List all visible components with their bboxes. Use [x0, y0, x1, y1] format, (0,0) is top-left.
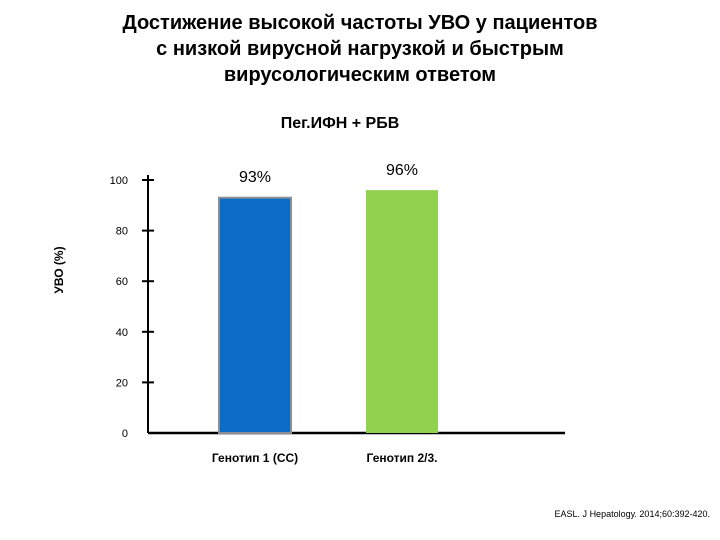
bar-2 [366, 190, 438, 433]
y-tick-label-0: 0 [122, 428, 128, 440]
y-tick-label-20: 20 [116, 377, 128, 389]
y-tick-label-40: 40 [116, 327, 128, 339]
chart-bars [218, 190, 438, 434]
y-tick-label-80: 80 [116, 226, 128, 238]
y-tick-label-100: 100 [110, 175, 128, 187]
bar-1 [218, 196, 292, 434]
title-line-2: с низкой вирусной нагрузкой и быстрым [156, 38, 564, 60]
chart-subtitle: Пег.ИФН + РБВ [280, 115, 400, 132]
chart-title: Достижение высокой частоты УВО у пациент… [60, 10, 660, 88]
title-line-1: Достижение высокой частоты УВО у пациент… [122, 12, 598, 34]
citation: EASL. J Hepatology. 2014;60:392-420. [554, 509, 710, 519]
data-label-2: 96% [386, 162, 418, 179]
data-label-1: 93% [239, 169, 271, 186]
chart-labels: 93% Генотип 1 (СС) 96% Генотип 2/3. [212, 162, 438, 465]
category-label-1: Генотип 1 (СС) [212, 451, 298, 465]
category-label-2: Генотип 2/3. [367, 451, 438, 465]
chart-axes: 0 20 40 60 80 100 [110, 175, 565, 440]
title-line-3: вирусологическим ответом [223, 64, 497, 86]
y-tick-label-60: 60 [116, 276, 128, 288]
